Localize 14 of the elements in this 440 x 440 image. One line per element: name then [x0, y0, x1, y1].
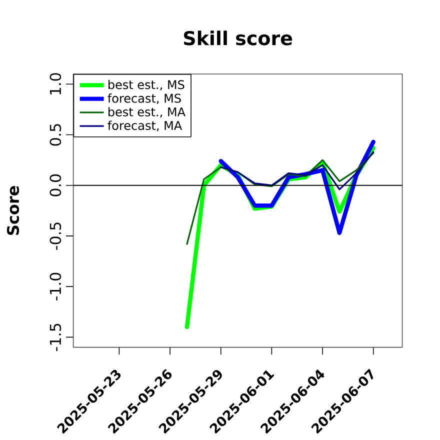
y-axis-title: Score — [6, 186, 20, 235]
chart-title: Skill score — [184, 30, 292, 46]
y-tick-label: 0.5 — [50, 124, 62, 146]
y-tick-label: 0.0 — [50, 174, 62, 196]
y-tick-label: -1.5 — [50, 324, 62, 352]
legend-label: forecast, MA — [108, 120, 182, 132]
legend-label: best est., MA — [108, 107, 186, 118]
legend-label: forecast, MS — [108, 94, 181, 104]
y-tick-label: -0.5 — [50, 222, 62, 250]
line-series — [186, 152, 374, 245]
line-series — [220, 151, 374, 190]
y-tick-label: 1.0 — [50, 73, 62, 94]
y-tick-label: -1.0 — [50, 272, 62, 300]
legend-label: best est., MS — [108, 80, 184, 90]
